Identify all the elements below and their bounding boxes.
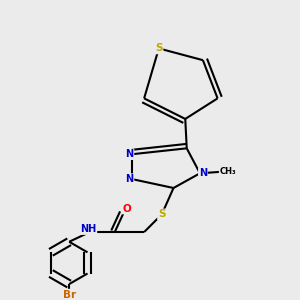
Text: NH: NH	[80, 224, 96, 234]
Text: S: S	[155, 44, 163, 53]
Text: O: O	[123, 204, 131, 214]
Text: N: N	[199, 168, 207, 178]
Text: N: N	[125, 174, 134, 184]
Text: CH₃: CH₃	[220, 167, 236, 176]
Text: Br: Br	[63, 290, 76, 300]
Text: S: S	[158, 209, 166, 219]
Text: N: N	[125, 149, 134, 159]
